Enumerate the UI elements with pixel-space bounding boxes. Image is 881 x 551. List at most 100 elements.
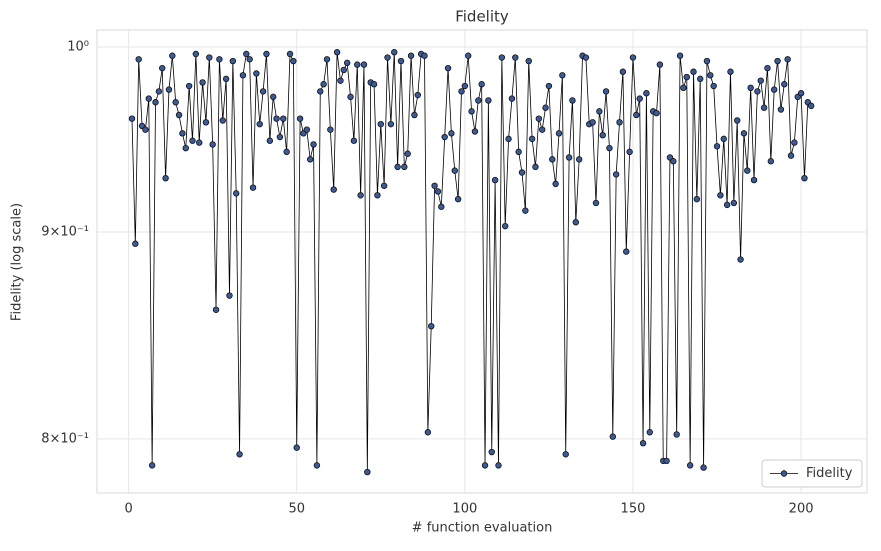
data-point <box>458 88 465 95</box>
data-point <box>424 429 432 436</box>
data-point <box>787 152 795 159</box>
data-point <box>407 52 415 59</box>
data-point <box>135 56 142 63</box>
data-point <box>690 68 697 75</box>
data-point <box>283 148 290 156</box>
data-point <box>623 248 630 255</box>
data-point <box>633 111 640 119</box>
data-point <box>148 462 156 469</box>
data-point <box>740 130 748 137</box>
data-point <box>192 50 200 58</box>
data-point <box>209 141 216 148</box>
data-point <box>680 84 687 92</box>
data-point <box>791 139 798 146</box>
data-point <box>801 174 808 182</box>
data-point <box>461 82 469 90</box>
data-point <box>602 88 610 95</box>
data-point <box>700 464 707 471</box>
data-point <box>384 54 391 61</box>
data-point <box>364 468 371 476</box>
data-point <box>559 72 566 79</box>
data-point <box>619 68 627 75</box>
data-point <box>280 115 287 122</box>
data-point <box>781 81 788 88</box>
data-point <box>333 49 341 56</box>
data-point <box>478 81 485 88</box>
data-point <box>646 429 653 436</box>
data-point <box>199 79 206 86</box>
data-point <box>441 133 448 141</box>
data-point <box>656 61 664 68</box>
data-point <box>387 120 395 128</box>
data-point <box>303 126 311 133</box>
data-point <box>606 144 613 152</box>
data-point <box>596 108 603 115</box>
data-point <box>767 158 775 165</box>
data-point <box>710 82 717 90</box>
data-point <box>508 95 516 102</box>
data-point <box>165 86 173 93</box>
data-point <box>347 93 354 101</box>
data-point <box>411 111 418 119</box>
data-point <box>734 117 741 124</box>
data-point <box>750 176 758 184</box>
data-point <box>491 176 499 184</box>
data-point <box>760 104 768 111</box>
data-point <box>246 56 253 63</box>
legend: Fidelity <box>761 459 863 488</box>
data-point <box>239 72 247 79</box>
x-axis-label: # function evaluation <box>412 521 553 536</box>
data-point <box>653 109 660 117</box>
data-point <box>313 462 321 469</box>
data-point <box>185 82 193 90</box>
data-point <box>686 462 694 469</box>
data-point <box>169 52 176 59</box>
data-point <box>360 61 368 68</box>
data-point <box>744 167 751 174</box>
data-point <box>145 95 152 102</box>
marks <box>128 49 815 476</box>
data-point <box>562 451 569 458</box>
data-point <box>162 174 169 182</box>
data-point <box>575 156 583 163</box>
data-point <box>797 90 805 97</box>
data-point <box>259 88 267 95</box>
data-point <box>155 88 163 95</box>
data-point <box>599 131 606 139</box>
data-point <box>428 322 435 330</box>
data-point <box>495 462 502 469</box>
data-point <box>673 431 680 438</box>
data-point <box>730 199 738 207</box>
x-tick-label: 200 <box>789 502 814 517</box>
data-point <box>206 54 213 61</box>
data-point <box>612 171 620 178</box>
data-point <box>713 143 721 150</box>
data-point <box>182 144 189 152</box>
data-point <box>269 93 277 101</box>
data-point <box>414 91 421 99</box>
chart-title: Fidelity <box>455 8 509 26</box>
data-point <box>236 451 243 458</box>
data-point <box>222 75 230 83</box>
data-point <box>216 56 223 63</box>
data-point <box>306 156 314 163</box>
data-point <box>475 97 482 104</box>
data-point <box>233 190 240 197</box>
data-point <box>774 57 781 65</box>
data-point <box>340 66 348 74</box>
data-point <box>391 49 398 56</box>
data-point <box>196 139 203 146</box>
data-point <box>592 199 600 207</box>
data-point <box>549 156 556 163</box>
data-point <box>266 137 274 144</box>
x-tick-label: 50 <box>288 502 305 517</box>
data-point <box>159 64 166 72</box>
data-point <box>132 240 139 247</box>
data-point <box>263 50 270 58</box>
data-point <box>555 130 563 137</box>
data-point <box>468 108 475 115</box>
data-point <box>404 150 411 157</box>
data-point <box>784 56 791 63</box>
data-point <box>488 448 495 456</box>
data-point <box>582 54 590 61</box>
